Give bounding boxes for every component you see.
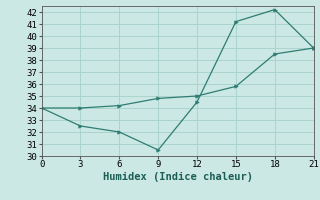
X-axis label: Humidex (Indice chaleur): Humidex (Indice chaleur) [103, 172, 252, 182]
